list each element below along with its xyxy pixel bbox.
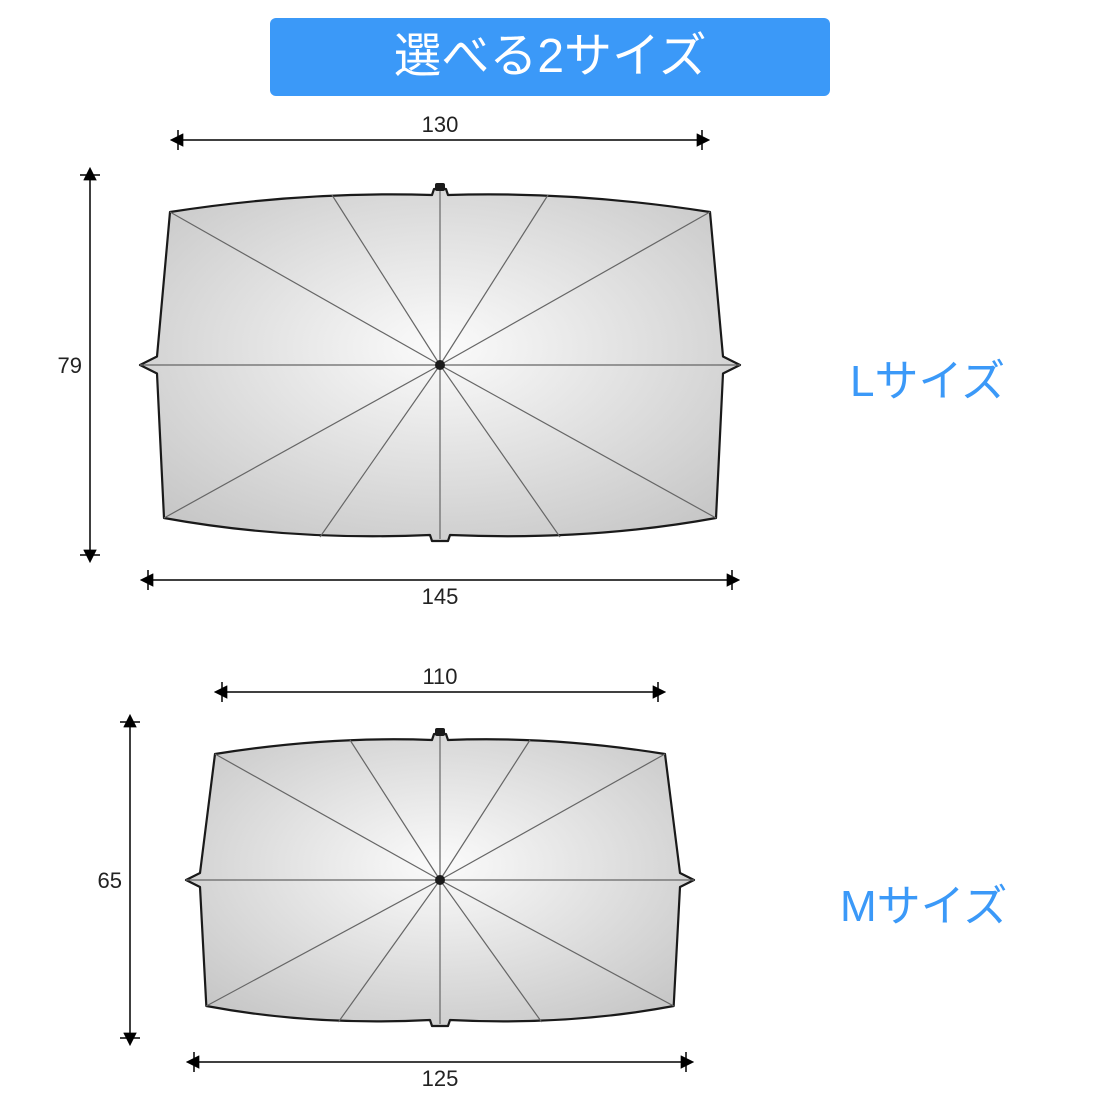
diagram-canvas bbox=[0, 0, 1100, 1100]
